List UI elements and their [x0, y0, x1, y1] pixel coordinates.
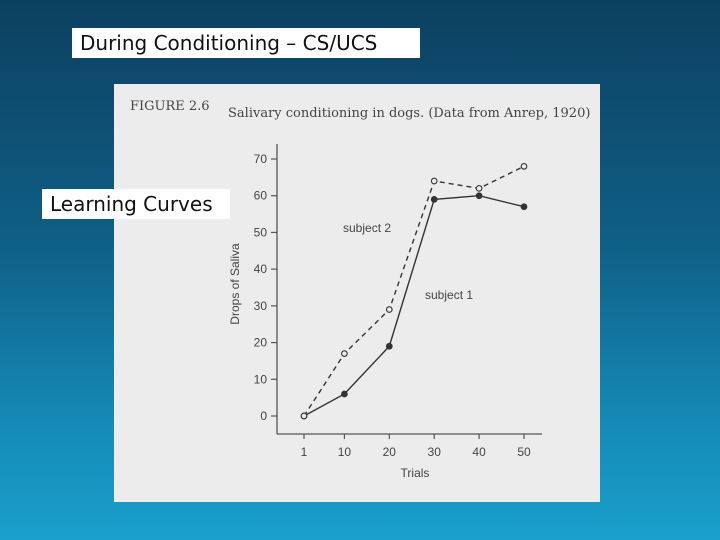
series-line-2 [303, 165, 525, 417]
y-tick-label: 10 [254, 372, 268, 386]
slide-subtitle: Learning Curves [42, 189, 230, 219]
y-tick-label: 70 [254, 152, 268, 166]
y-tick-label: 40 [254, 262, 268, 276]
series-1-point [385, 342, 393, 350]
x-axis-title: Trials [401, 466, 430, 480]
series-label-2: subject 2 [343, 221, 391, 235]
figure-caption: Salivary conditioning in dogs. (Data fro… [228, 106, 590, 121]
x-tick-label: 50 [517, 445, 531, 459]
series-2-point [341, 350, 348, 357]
y-tick-label: 20 [254, 336, 268, 350]
y-axis-title: Drops of Saliva [228, 243, 242, 325]
series-line-1 [303, 195, 525, 417]
series-1-point [430, 196, 438, 203]
figure-number: FIGURE 2.6 [130, 99, 210, 114]
series-1-point [341, 390, 348, 398]
x-tick-label: 1 [301, 445, 308, 459]
series-2-point [430, 177, 438, 185]
figure-panel: FIGURE 2.6 Salivary conditioning in dogs… [114, 84, 600, 502]
series-1-point [475, 192, 483, 200]
slide-title: During Conditioning – CS/UCS [72, 28, 420, 58]
y-tick-label: 30 [254, 299, 268, 313]
series-1-point [520, 203, 528, 211]
salivary-conditioning-chart: FIGURE 2.6 Salivary conditioning in dogs… [130, 99, 590, 480]
y-tick-label: 50 [254, 225, 268, 239]
x-tick-label: 10 [338, 445, 352, 459]
y-tick-label: 0 [260, 409, 267, 423]
series-2-point [520, 162, 528, 170]
series-2-point [385, 306, 393, 313]
series-2-point [300, 412, 308, 420]
x-tick-label: 30 [428, 445, 442, 459]
y-tick-label: 60 [254, 189, 268, 203]
series-label-1: subject 1 [425, 288, 473, 302]
series-2-point [475, 185, 483, 192]
x-tick-label: 20 [383, 445, 397, 459]
x-tick-label: 40 [472, 445, 486, 459]
